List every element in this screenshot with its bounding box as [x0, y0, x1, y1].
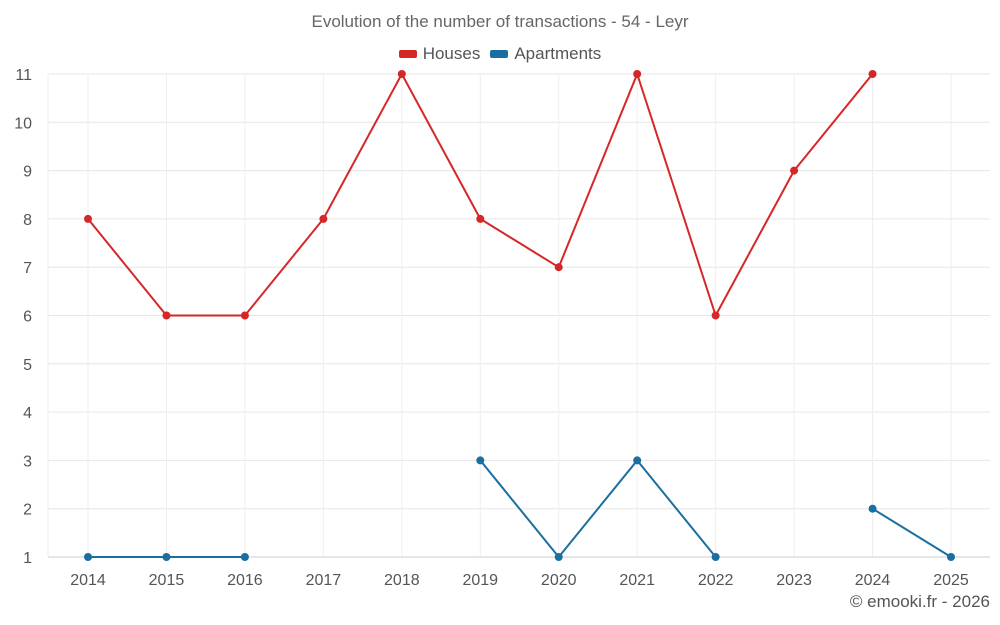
- data-point-houses[interactable]: [162, 311, 171, 320]
- data-point-houses[interactable]: [84, 214, 92, 223]
- y-tick-label: 8: [23, 212, 32, 229]
- data-point-apartments[interactable]: [868, 504, 877, 513]
- data-point-houses[interactable]: [868, 70, 877, 78]
- y-tick-label: 4: [23, 405, 32, 422]
- x-tick-label: 2021: [619, 572, 655, 589]
- y-tick-label: 2: [23, 502, 32, 519]
- x-tick-label: 2017: [306, 572, 342, 589]
- y-tick-label: 7: [23, 260, 32, 277]
- data-point-apartments[interactable]: [947, 553, 955, 561]
- series-line-apartments: [872, 507, 952, 558]
- data-point-houses[interactable]: [397, 70, 406, 78]
- legend: Houses Apartments: [0, 44, 1000, 64]
- data-point-houses[interactable]: [633, 70, 642, 78]
- y-tick-label: 1: [23, 550, 32, 567]
- data-point-apartments[interactable]: [633, 456, 642, 465]
- legend-label-houses: Houses: [422, 44, 481, 63]
- data-point-apartments[interactable]: [476, 456, 485, 465]
- legend-item-houses[interactable]: Houses: [398, 44, 481, 64]
- data-point-apartments[interactable]: [162, 553, 171, 561]
- series-line-apartments: [479, 459, 717, 558]
- x-tick-label: 2025: [933, 572, 969, 589]
- data-point-houses[interactable]: [476, 214, 485, 223]
- x-tick-label: 2019: [462, 572, 498, 589]
- data-point-houses[interactable]: [711, 311, 720, 320]
- y-tick-label: 6: [23, 309, 32, 326]
- data-point-houses[interactable]: [319, 214, 328, 223]
- x-tick-label: 2015: [149, 572, 185, 589]
- series: [84, 70, 955, 561]
- x-tick-label: 2020: [541, 572, 577, 589]
- axes: 1 2 3 4 5 6 7 8 9 10 11 2014 2015 2016 2017 2018 2019 202…: [14, 67, 990, 589]
- data-point-apartments[interactable]: [554, 553, 563, 561]
- x-tick-label: 2016: [227, 572, 263, 589]
- legend-swatch-houses: [398, 50, 417, 58]
- y-tick-label: 9: [23, 164, 32, 181]
- y-tick-label: 5: [23, 357, 32, 374]
- chart-title: Evolution of the number of transactions …: [311, 12, 689, 31]
- copyright: © emooki.fr - 2026: [849, 592, 990, 611]
- data-point-apartments[interactable]: [240, 553, 249, 561]
- grid: [47, 73, 990, 558]
- x-tick-label: 2022: [698, 572, 734, 589]
- x-tick-label: 2014: [70, 572, 106, 589]
- x-tick-label: 2024: [855, 572, 891, 589]
- data-point-houses[interactable]: [240, 311, 249, 320]
- y-tick-label: 10: [14, 115, 32, 132]
- x-tick-label: 2023: [776, 572, 812, 589]
- data-point-houses[interactable]: [790, 166, 799, 175]
- legend-label-apartments: Apartments: [514, 44, 602, 63]
- data-point-houses[interactable]: [554, 263, 563, 272]
- y-tick-label: 3: [23, 453, 32, 470]
- y-tick-label: 11: [15, 67, 32, 84]
- x-tick-label: 2018: [384, 572, 420, 589]
- data-point-apartments[interactable]: [84, 553, 92, 561]
- legend-swatch-apartments: [490, 50, 509, 58]
- legend-item-apartments[interactable]: Apartments: [490, 44, 601, 64]
- data-point-apartments[interactable]: [711, 553, 720, 561]
